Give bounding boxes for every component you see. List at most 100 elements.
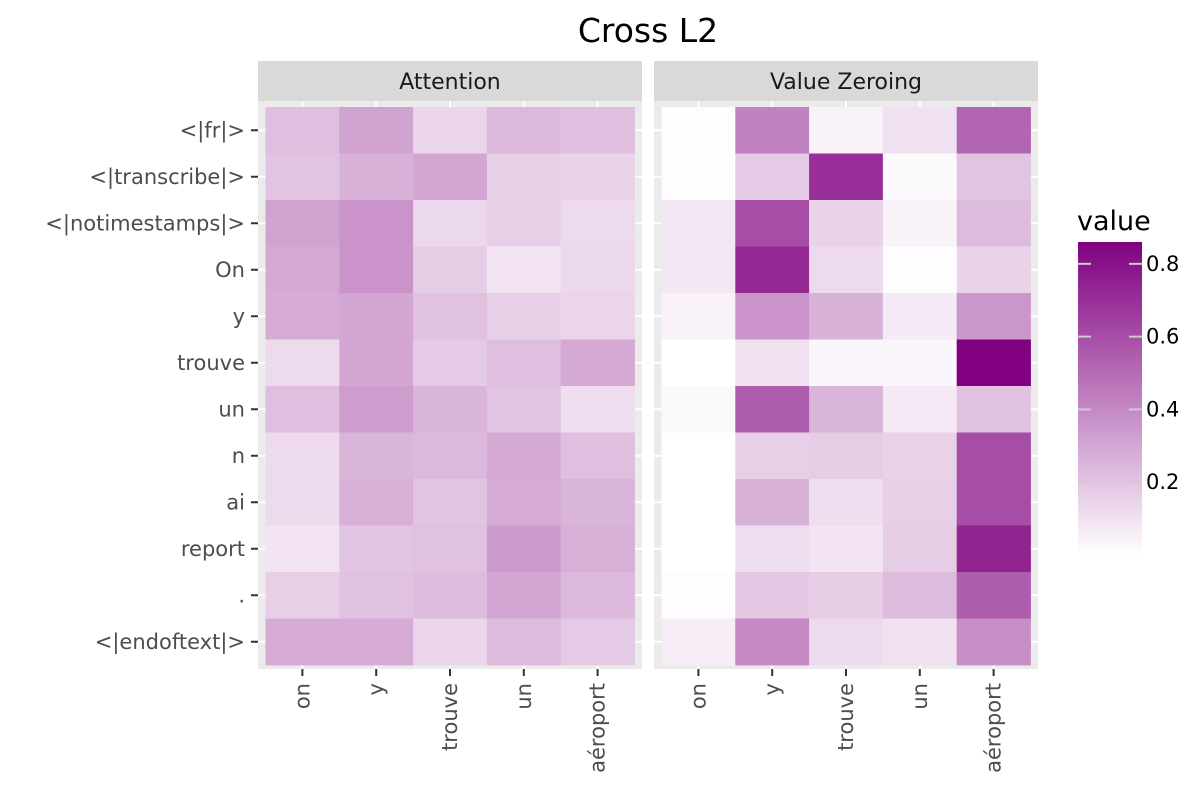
heatmap-cell bbox=[661, 525, 736, 573]
y-tick-label: trouve bbox=[177, 351, 245, 375]
y-tick-label: <|transcribe|> bbox=[89, 165, 245, 190]
x-tick-label: y bbox=[364, 683, 388, 695]
heatmap-cell bbox=[339, 479, 414, 526]
heatmap-cell bbox=[413, 293, 488, 340]
heatmap-cell bbox=[265, 386, 340, 433]
heatmap-cell bbox=[882, 293, 958, 340]
heatmap-cell bbox=[956, 293, 1031, 340]
heatmap-cell bbox=[735, 386, 810, 433]
heatmap-cell bbox=[661, 153, 736, 201]
heatmap-cell bbox=[809, 386, 884, 433]
heatmap-cell bbox=[339, 618, 414, 666]
heatmap-cell bbox=[882, 246, 958, 294]
heatmap-cell bbox=[956, 525, 1031, 573]
heatmap-cell bbox=[809, 293, 884, 340]
heatmap-cell bbox=[265, 293, 340, 340]
color-legend: value 0.2 0.4 0.6 0.8 bbox=[1077, 206, 1179, 555]
heatmap-cell bbox=[560, 432, 635, 480]
heatmap-cell bbox=[265, 525, 340, 573]
heatmap-cell bbox=[882, 339, 958, 387]
heatmap-cell bbox=[339, 107, 414, 154]
y-tick-label: un bbox=[218, 397, 245, 421]
heatmap-cell bbox=[486, 200, 562, 247]
heatmap-cell bbox=[882, 618, 958, 666]
x-tick-label: trouve bbox=[438, 683, 462, 751]
legend-ticks: 0.2 0.4 0.6 0.8 bbox=[1078, 252, 1179, 494]
facet-strip-label: Value Zeroing bbox=[770, 70, 922, 95]
heatmap-cell bbox=[560, 339, 635, 387]
heatmap-cell bbox=[413, 525, 488, 573]
heatmap-cell bbox=[956, 386, 1031, 433]
heatmap-cell bbox=[661, 246, 736, 294]
heatmap-cell bbox=[956, 246, 1031, 294]
heatmap-cell bbox=[661, 386, 736, 433]
heatmap-cell bbox=[735, 293, 810, 340]
heatmap-cell bbox=[486, 153, 562, 201]
heatmap-cell bbox=[809, 200, 884, 247]
heatmap-cell bbox=[560, 153, 635, 201]
heatmap-cell bbox=[265, 572, 340, 619]
heatmap-cell bbox=[486, 525, 562, 573]
heatmap-cell bbox=[413, 618, 488, 666]
heatmap-cell bbox=[413, 339, 488, 387]
y-tick-label: <|notimestamps|> bbox=[45, 211, 245, 236]
heatmap-cell bbox=[661, 432, 736, 480]
heatmap-cell bbox=[882, 200, 958, 247]
heatmap-cell bbox=[809, 153, 884, 201]
y-tick-label: report bbox=[181, 537, 245, 561]
heatmap-cell bbox=[486, 293, 562, 340]
heatmap-cell bbox=[486, 618, 562, 666]
x-tick-label: aéroport bbox=[586, 683, 610, 773]
heatmap-cell bbox=[882, 479, 958, 526]
heatmap-cell bbox=[735, 432, 810, 480]
facet-strip bbox=[258, 61, 642, 101]
heatmap-cell bbox=[339, 200, 414, 247]
x-tick-label: on bbox=[686, 683, 710, 709]
heatmap-cell bbox=[339, 293, 414, 340]
heatmap-cell bbox=[956, 153, 1031, 201]
x-tick-label: y bbox=[760, 683, 784, 695]
facet-panel-2: Value Zeroing on y trouve un aéroport bbox=[654, 61, 1038, 773]
facet-strip-label: Attention bbox=[399, 70, 501, 95]
heatmap-cell bbox=[882, 153, 958, 201]
heatmap-cell bbox=[735, 479, 810, 526]
legend-title: value bbox=[1077, 206, 1151, 237]
heatmap-cell bbox=[809, 107, 884, 154]
heatmap-cell bbox=[265, 200, 340, 247]
heatmap-cell bbox=[735, 572, 810, 619]
heatmap-cell bbox=[735, 153, 810, 201]
heatmap-cell bbox=[809, 339, 884, 387]
heatmap-cell bbox=[486, 572, 562, 619]
heatmap-cell bbox=[956, 572, 1031, 619]
heatmap-cell bbox=[339, 339, 414, 387]
legend-tick-label: 0.6 bbox=[1146, 325, 1179, 349]
heatmap-cell bbox=[413, 246, 488, 294]
y-axis: <|fr|> <|transcribe|> <|notimestamps|> On yt… bbox=[45, 118, 258, 655]
heatmap-cell bbox=[339, 432, 414, 480]
heatmap-cell bbox=[956, 618, 1031, 666]
heatmap-cell bbox=[882, 107, 958, 154]
heatmap-cell bbox=[413, 153, 488, 201]
x-tick-label: trouve bbox=[834, 683, 858, 751]
heatmap-cell bbox=[560, 107, 635, 154]
y-tick-label: <|endoftext|> bbox=[95, 630, 245, 655]
y-tick-label: . bbox=[238, 583, 245, 607]
heatmap-cell bbox=[809, 246, 884, 294]
heatmap-cell bbox=[413, 200, 488, 247]
heatmap-cell bbox=[486, 246, 562, 294]
heatmap-cell bbox=[413, 432, 488, 480]
heatmap-cell bbox=[339, 246, 414, 294]
heatmap-cell bbox=[735, 525, 810, 573]
heatmap-cell bbox=[560, 479, 635, 526]
heatmap-cell bbox=[661, 339, 736, 387]
y-tick-label: y bbox=[233, 304, 245, 328]
y-tick-label: ai bbox=[226, 490, 245, 514]
legend-tick-label: 0.4 bbox=[1146, 397, 1179, 421]
heatmap-cell bbox=[265, 339, 340, 387]
heatmap-cell bbox=[956, 432, 1031, 480]
heatmap-cell bbox=[661, 618, 736, 666]
heatmap-cell bbox=[560, 293, 635, 340]
heatmap-cell bbox=[486, 386, 562, 433]
heatmap-cell bbox=[486, 432, 562, 480]
